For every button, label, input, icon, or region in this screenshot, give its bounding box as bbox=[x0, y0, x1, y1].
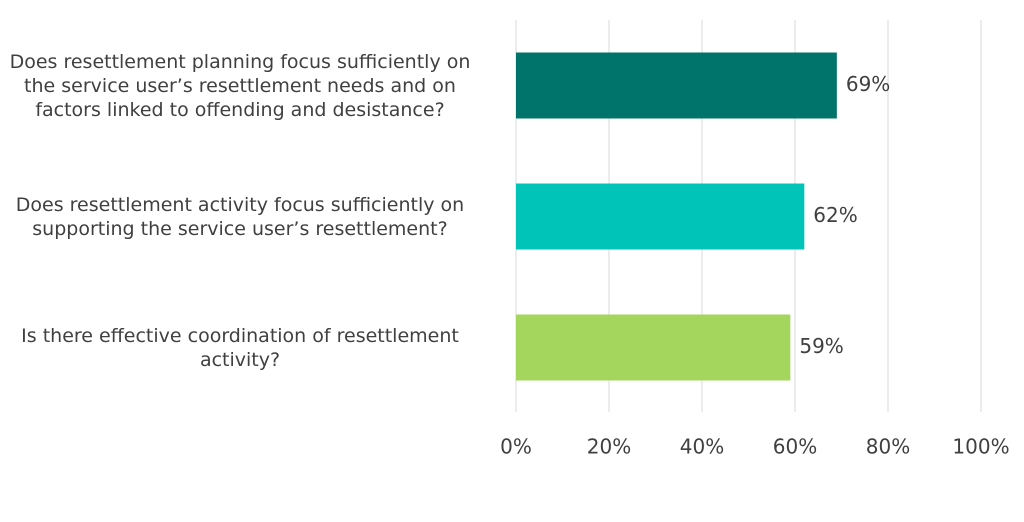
bar bbox=[516, 183, 805, 250]
bar bbox=[516, 314, 791, 381]
value-label: 62% bbox=[813, 203, 857, 227]
x-tick-label: 100% bbox=[952, 435, 1009, 459]
x-tick-label: 20% bbox=[587, 435, 631, 459]
value-label: 59% bbox=[799, 334, 843, 358]
y-tick-label: Does resettlement activity focus suffici… bbox=[15, 193, 465, 240]
x-tick-label: 80% bbox=[866, 435, 910, 459]
y-tick-label: Does resettlement planning focus suffici… bbox=[9, 50, 471, 121]
x-tick-label: 60% bbox=[773, 435, 817, 459]
value-label: 69% bbox=[846, 72, 890, 96]
y-tick-label: Is there effective coordination of reset… bbox=[21, 324, 459, 371]
bar bbox=[516, 52, 837, 119]
x-tick-label: 0% bbox=[500, 435, 532, 459]
x-tick-label: 40% bbox=[680, 435, 724, 459]
